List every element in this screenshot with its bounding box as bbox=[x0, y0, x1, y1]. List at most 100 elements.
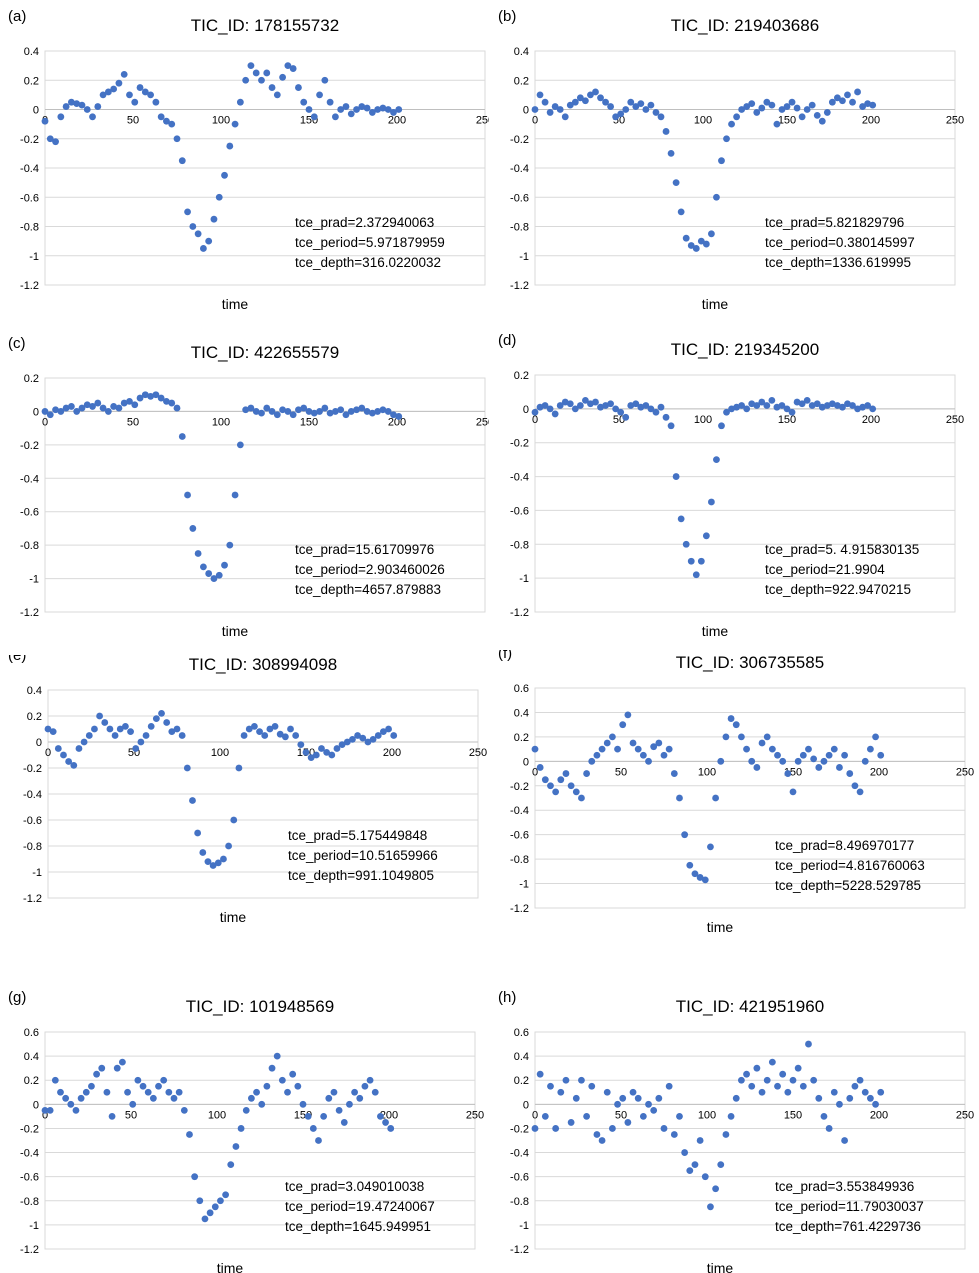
data-point bbox=[849, 402, 856, 409]
data-point bbox=[258, 76, 265, 84]
data-point bbox=[68, 403, 75, 410]
data-point bbox=[49, 728, 57, 735]
panel-label: (g) bbox=[8, 989, 26, 1006]
data-point bbox=[268, 1064, 276, 1072]
data-point bbox=[94, 399, 102, 407]
data-point bbox=[139, 1082, 147, 1090]
data-point bbox=[382, 1119, 389, 1126]
data-point bbox=[753, 1064, 761, 1072]
annotation: tce_period=5.971879959 bbox=[295, 235, 445, 250]
data-point bbox=[305, 106, 313, 113]
annotation: tce_period=19.47240067 bbox=[285, 1199, 435, 1214]
data-point bbox=[696, 1137, 704, 1144]
data-point bbox=[713, 456, 720, 464]
data-point bbox=[587, 91, 594, 99]
data-point bbox=[316, 408, 323, 415]
annotation: tce_prad=5.175449848 bbox=[288, 828, 427, 843]
data-point bbox=[116, 725, 124, 733]
y-tick-label: -0.6 bbox=[20, 507, 39, 519]
data-point bbox=[660, 1125, 668, 1132]
x-tick-label: 100 bbox=[694, 115, 712, 127]
x-tick-label: 50 bbox=[127, 416, 139, 428]
data-point bbox=[217, 1197, 224, 1205]
data-point bbox=[536, 91, 544, 99]
data-point bbox=[748, 757, 756, 765]
x-tick-label: 100 bbox=[698, 766, 716, 778]
data-point bbox=[268, 408, 276, 415]
x-axis-label: time bbox=[217, 1260, 244, 1273]
data-point bbox=[120, 71, 128, 78]
data-point bbox=[578, 794, 585, 802]
data-point bbox=[41, 117, 49, 125]
chart-title: TIC_ID: 306735585 bbox=[676, 653, 824, 672]
data-point bbox=[251, 723, 258, 730]
chart-title: TIC_ID: 421951960 bbox=[676, 997, 824, 1016]
data-point bbox=[556, 106, 564, 113]
data-point bbox=[200, 563, 207, 571]
data-point bbox=[189, 797, 196, 804]
data-point bbox=[872, 733, 879, 741]
data-point bbox=[634, 1094, 642, 1102]
data-point bbox=[607, 103, 614, 110]
data-point bbox=[619, 721, 627, 729]
data-point bbox=[62, 103, 70, 110]
y-tick-label: -1.2 bbox=[510, 607, 529, 619]
data-point bbox=[841, 1137, 848, 1144]
data-point bbox=[155, 1082, 162, 1090]
data-point bbox=[142, 732, 150, 739]
data-point bbox=[562, 1076, 570, 1084]
data-point bbox=[44, 725, 52, 733]
data-point bbox=[713, 193, 720, 201]
x-tick-label: 100 bbox=[212, 416, 230, 428]
data-point bbox=[168, 120, 176, 128]
data-point bbox=[141, 391, 149, 399]
data-point bbox=[701, 1173, 709, 1181]
data-point bbox=[136, 84, 144, 91]
data-point bbox=[803, 106, 811, 113]
data-point bbox=[820, 1112, 828, 1120]
data-point bbox=[310, 113, 318, 121]
plot-frame bbox=[534, 687, 966, 909]
data-point bbox=[639, 1112, 647, 1120]
data-point bbox=[225, 842, 233, 850]
data-point bbox=[557, 776, 565, 784]
y-tick-label: -0.4 bbox=[510, 472, 529, 484]
data-point bbox=[115, 404, 123, 412]
data-point bbox=[261, 732, 269, 739]
annotation: tce_prad=5. 4.915830135 bbox=[765, 542, 919, 557]
x-tick-label: 100 bbox=[698, 1109, 716, 1121]
data-point bbox=[642, 402, 650, 409]
data-point bbox=[227, 1161, 235, 1169]
data-point bbox=[627, 98, 635, 106]
data-point bbox=[337, 406, 345, 414]
data-point bbox=[531, 1125, 539, 1132]
chart-panel-7: (g) TIC_ID: 1019485690.60.40.20-0.2-0.4-0… bbox=[8, 989, 484, 1273]
data-point bbox=[639, 751, 647, 759]
x-tick-label: 200 bbox=[388, 115, 406, 127]
data-point bbox=[252, 69, 260, 77]
data-point bbox=[743, 103, 751, 110]
data-point bbox=[173, 404, 181, 412]
data-point bbox=[712, 1185, 719, 1193]
y-tick-label: -1.2 bbox=[20, 280, 39, 292]
annotation: tce_prad=3.553849936 bbox=[775, 1179, 914, 1194]
data-point bbox=[326, 98, 334, 106]
data-point bbox=[707, 843, 714, 851]
y-tick-label: 0.2 bbox=[514, 75, 529, 87]
data-point bbox=[263, 404, 271, 412]
data-point bbox=[531, 408, 539, 416]
data-point bbox=[183, 764, 191, 772]
data-point bbox=[152, 715, 160, 722]
chart-panel-1: (a) TIC_ID: 178155732 0.4 0.2 0 -0.2 -0.4 -0.6 -… bbox=[8, 8, 489, 312]
data-point bbox=[99, 91, 107, 99]
data-point bbox=[284, 62, 292, 70]
y-tick-label: -0.6 bbox=[20, 1172, 39, 1184]
data-point bbox=[834, 94, 841, 102]
data-point bbox=[768, 101, 776, 109]
data-point bbox=[753, 402, 761, 409]
data-point bbox=[546, 405, 554, 413]
data-point bbox=[810, 1076, 818, 1084]
data-point bbox=[758, 104, 766, 112]
data-point bbox=[650, 743, 658, 751]
data-point bbox=[788, 408, 796, 416]
